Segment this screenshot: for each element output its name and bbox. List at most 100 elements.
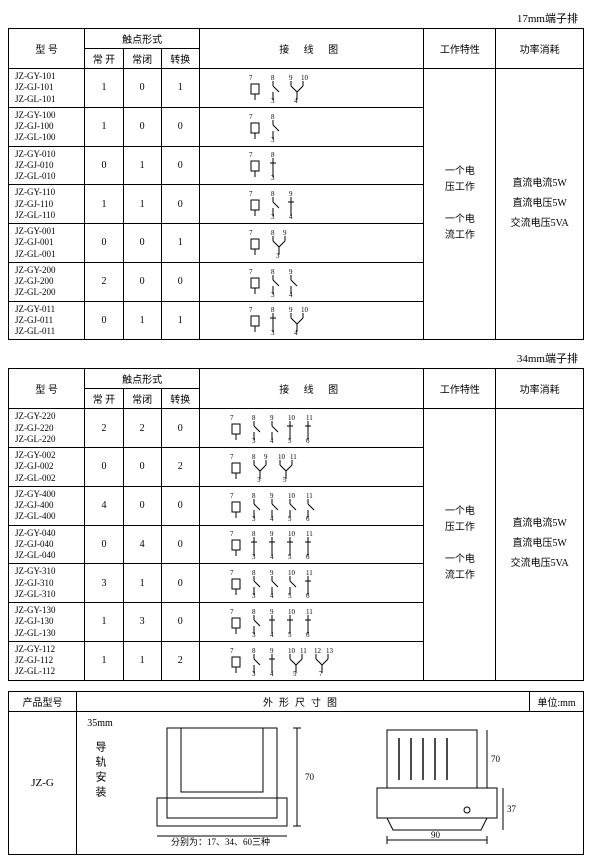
- svg-text:8: 8: [252, 569, 256, 577]
- hdr-nc: 常闭: [123, 49, 161, 69]
- work-char-cell: 一个电压工作一个电流工作: [424, 409, 496, 680]
- svg-text:4: 4: [294, 97, 298, 104]
- table-row: JZ-GY-101JZ-GJ-101JZ-GL-1011017839104一个电…: [9, 69, 584, 108]
- svg-text:3: 3: [252, 437, 256, 444]
- contact-nc: 1: [123, 564, 161, 603]
- svg-text:9: 9: [264, 453, 268, 461]
- svg-text:90: 90: [431, 830, 441, 840]
- svg-text:6: 6: [306, 553, 310, 560]
- power-cell: 直流电流5W直流电压5W交流电压5VA: [496, 69, 584, 340]
- svg-text:3: 3: [271, 97, 275, 104]
- svg-text:9: 9: [270, 608, 274, 616]
- svg-text:3: 3: [252, 515, 256, 522]
- svg-text:4: 4: [289, 291, 293, 298]
- hdr-no: 常 开: [85, 49, 123, 69]
- contact-co: 0: [161, 262, 199, 301]
- svg-text:10: 10: [288, 647, 296, 655]
- svg-text:6: 6: [306, 631, 310, 638]
- wiring-cell: 78394105116: [199, 525, 424, 564]
- model-cell: JZ-GY-002JZ-GJ-002JZ-GL-002: [9, 448, 85, 487]
- svg-text:9: 9: [270, 569, 274, 577]
- svg-text:8: 8: [252, 647, 256, 655]
- svg-text:4: 4: [270, 592, 274, 599]
- svg-text:10: 10: [288, 608, 296, 616]
- model-cell: JZ-GY-310JZ-GJ-310JZ-GL-310: [9, 564, 85, 603]
- svg-text:3: 3: [271, 136, 275, 143]
- svg-text:3: 3: [252, 592, 256, 599]
- svg-text:8: 8: [252, 453, 256, 461]
- table-17mm: 型 号 触点形式 接 线 图 工作特性 功率消耗 常 开 常闭 转换 JZ-GY…: [8, 28, 584, 340]
- svg-text:9: 9: [283, 229, 287, 237]
- svg-text:3: 3: [252, 670, 256, 677]
- contact-no: 2: [85, 262, 123, 301]
- svg-text:5: 5: [288, 515, 292, 522]
- svg-text:7: 7: [319, 670, 323, 677]
- dimension-drawing: 70 分别为：17、34、60三种: [137, 718, 557, 848]
- contact-no: 1: [85, 107, 123, 146]
- contact-nc: 0: [123, 262, 161, 301]
- model-cell: JZ-GY-400JZ-GJ-400JZ-GL-400: [9, 486, 85, 525]
- contact-nc: 1: [123, 185, 161, 224]
- hdr-nc: 常闭: [123, 389, 161, 409]
- contact-nc: 4: [123, 525, 161, 564]
- dim-figure-cell: 35mm 导轨安装 70: [77, 711, 584, 854]
- svg-text:8: 8: [252, 530, 256, 538]
- contact-no: 0: [85, 448, 123, 487]
- power-cell: 直流电流5W直流电压5W交流电压5VA: [496, 409, 584, 680]
- svg-text:11: 11: [306, 608, 313, 616]
- contact-co: 2: [161, 641, 199, 680]
- contact-no: 1: [85, 603, 123, 642]
- svg-text:5: 5: [288, 553, 292, 560]
- dim-hdr-model: 产品型号: [9, 691, 77, 711]
- contact-nc: 1: [123, 146, 161, 185]
- svg-text:7: 7: [249, 151, 253, 159]
- svg-text:37: 37: [507, 804, 517, 814]
- svg-text:4: 4: [289, 213, 293, 220]
- model-cell: JZ-GY-011JZ-GJ-011JZ-GL-011: [9, 301, 85, 340]
- table-row: JZ-GY-220JZ-GJ-220JZ-GL-2202207839410511…: [9, 409, 584, 448]
- contact-co: 2: [161, 448, 199, 487]
- wiring-cell: 78394105116: [199, 409, 424, 448]
- svg-text:5: 5: [288, 631, 292, 638]
- svg-text:9: 9: [270, 530, 274, 538]
- svg-text:7: 7: [230, 647, 234, 655]
- contact-no: 4: [85, 486, 123, 525]
- svg-text:4: 4: [270, 631, 274, 638]
- contact-co: 1: [161, 224, 199, 263]
- contact-no: 0: [85, 224, 123, 263]
- wiring-cell: 78394: [199, 262, 424, 301]
- svg-text:9: 9: [270, 414, 274, 422]
- contact-no: 1: [85, 185, 123, 224]
- hdr-model: 型 号: [9, 29, 85, 69]
- contact-nc: 0: [123, 224, 161, 263]
- svg-text:7: 7: [230, 608, 234, 616]
- svg-text:12: 12: [314, 647, 322, 655]
- wiring-cell: 783: [199, 107, 424, 146]
- svg-text:10: 10: [288, 414, 296, 422]
- wiring-cell: 78394105116: [199, 486, 424, 525]
- hdr-co: 转换: [161, 389, 199, 409]
- svg-text:10: 10: [288, 530, 296, 538]
- hdr-co: 转换: [161, 49, 199, 69]
- hdr-contact: 触点形式: [85, 29, 200, 49]
- svg-text:3: 3: [271, 291, 275, 298]
- contact-no: 0: [85, 146, 123, 185]
- svg-text:7: 7: [230, 414, 234, 422]
- banner-17mm: 17mm端子排: [8, 10, 578, 26]
- svg-text:10: 10: [301, 74, 309, 82]
- svg-text:11: 11: [300, 647, 307, 655]
- wiring-cell: 7839104: [199, 301, 424, 340]
- wiring-cell: 78394105116: [199, 564, 424, 603]
- dim-hdr-unit: 单位:mm: [530, 691, 584, 711]
- dim-mount: 导轨安装: [88, 737, 112, 805]
- hdr-power: 功率消耗: [496, 29, 584, 69]
- contact-nc: 3: [123, 603, 161, 642]
- svg-text:8: 8: [271, 113, 275, 121]
- svg-text:70: 70: [491, 754, 501, 764]
- wiring-cell: 783: [199, 146, 424, 185]
- wiring-cell: 78394: [199, 185, 424, 224]
- hdr-contact: 触点形式: [85, 369, 200, 389]
- svg-text:4: 4: [270, 437, 274, 444]
- svg-text:8: 8: [271, 306, 275, 314]
- svg-text:7: 7: [230, 569, 234, 577]
